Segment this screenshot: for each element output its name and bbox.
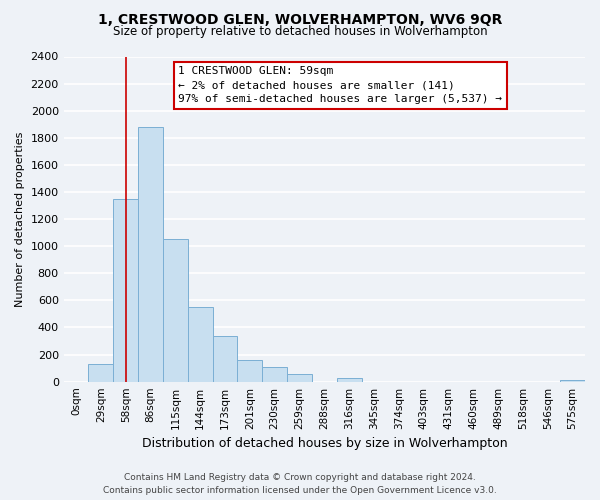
Bar (188, 307, 212, 382)
X-axis label: Distribution of detached houses by size in Wolverhampton: Distribution of detached houses by size … (142, 437, 507, 450)
Bar (560, 380, 585, 382)
Text: 1 CRESTWOOD GLEN: 59sqm
← 2% of detached houses are smaller (141)
97% of semi-de: 1 CRESTWOOD GLEN: 59sqm ← 2% of detached… (178, 66, 502, 104)
Bar (163, 240, 188, 382)
Bar (113, 199, 138, 382)
Text: Contains HM Land Registry data © Crown copyright and database right 2024.
Contai: Contains HM Land Registry data © Crown c… (103, 474, 497, 495)
Text: Size of property relative to detached houses in Wolverhampton: Size of property relative to detached ho… (113, 25, 487, 38)
Bar (238, 360, 262, 382)
Text: 1, CRESTWOOD GLEN, WOLVERHAMPTON, WV6 9QR: 1, CRESTWOOD GLEN, WOLVERHAMPTON, WV6 9Q… (98, 12, 502, 26)
Bar (212, 336, 238, 382)
Bar (88, 364, 113, 382)
Bar (337, 378, 362, 382)
Bar (262, 368, 287, 382)
Bar (138, 127, 163, 382)
Bar (287, 374, 312, 382)
Y-axis label: Number of detached properties: Number of detached properties (15, 132, 25, 307)
